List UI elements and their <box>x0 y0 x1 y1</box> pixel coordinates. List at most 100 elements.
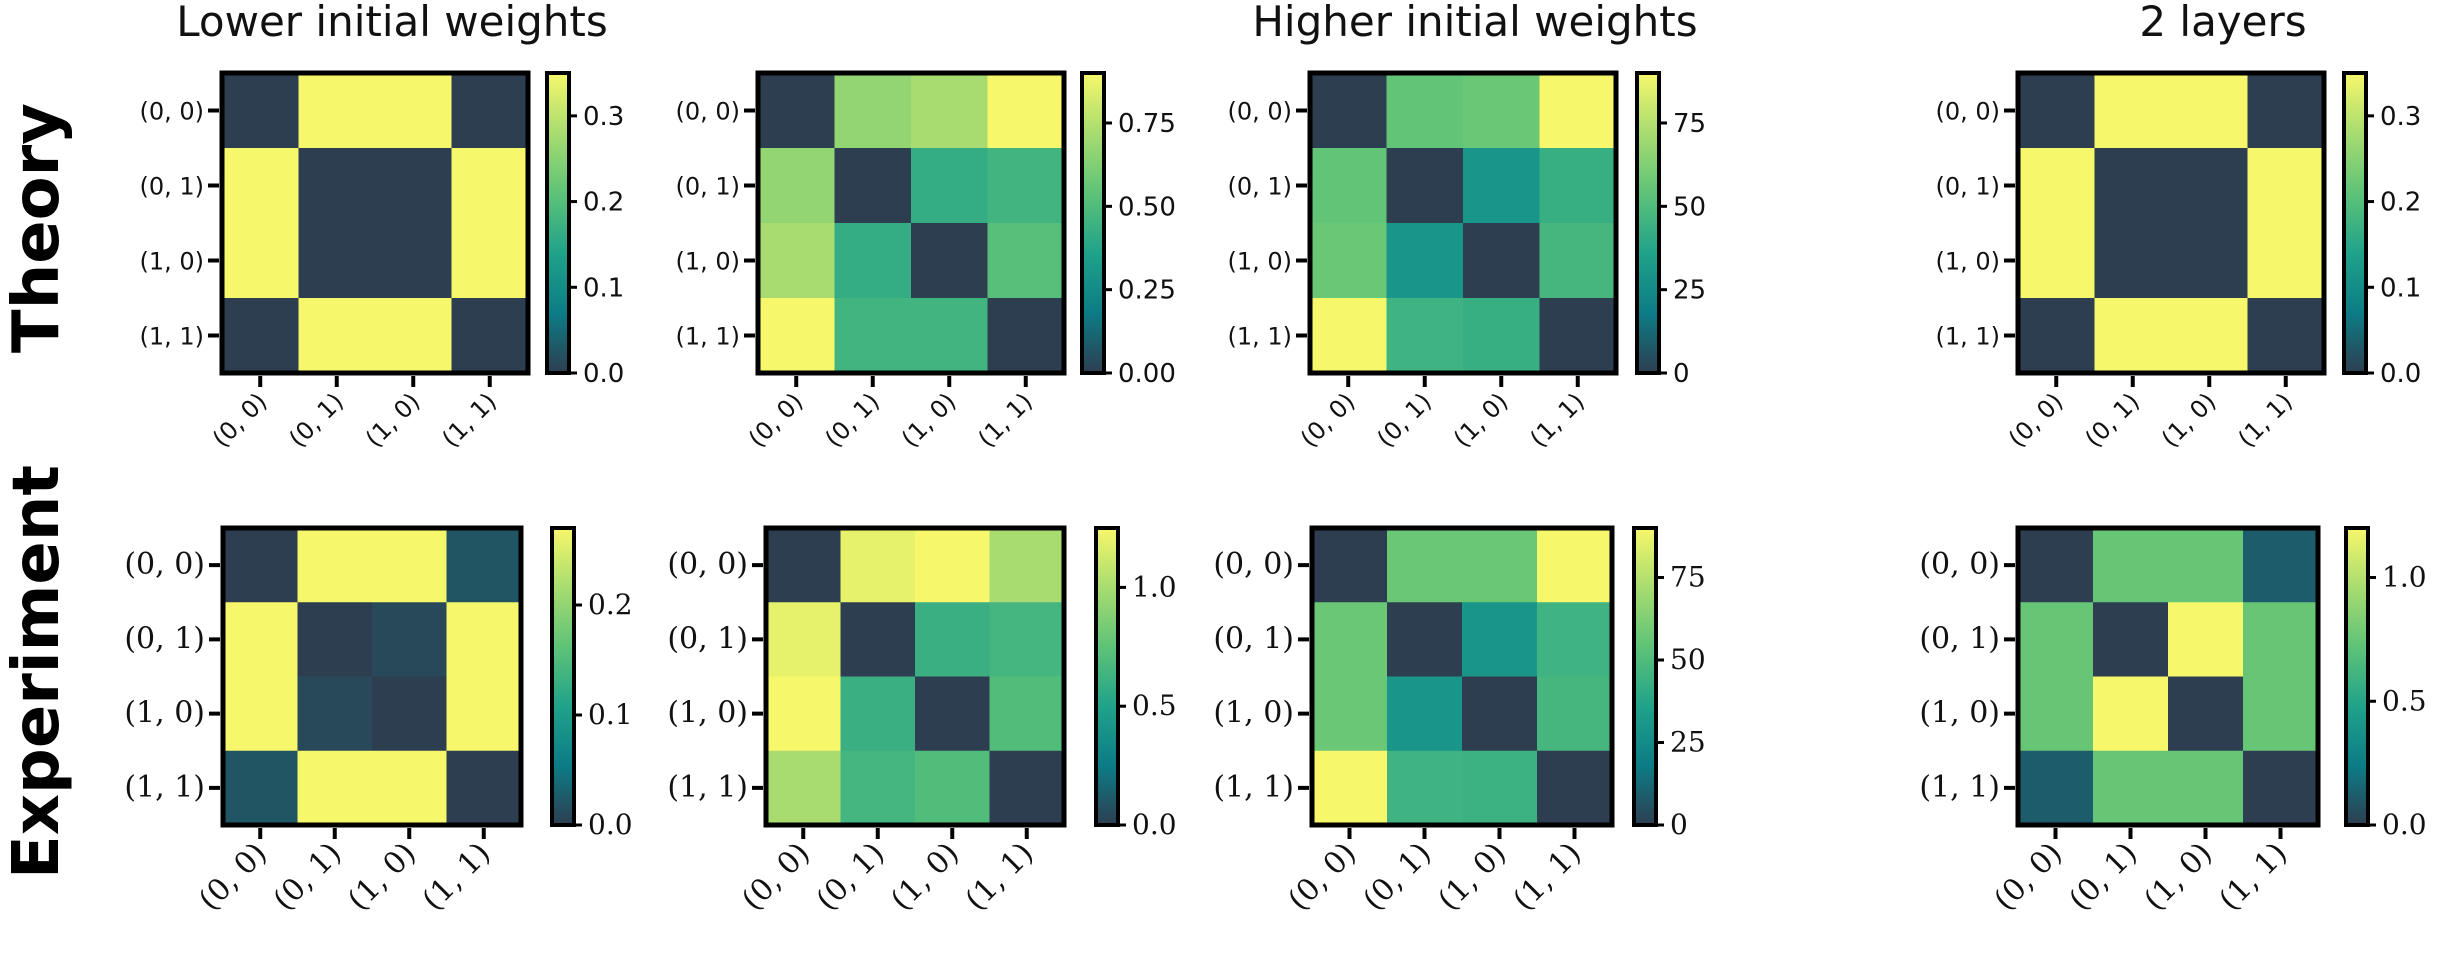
heatmap-cell <box>222 223 299 299</box>
x-tick-label: (0, 1) <box>284 387 349 452</box>
y-tick-label: (0, 1) <box>1919 621 2000 656</box>
y-tick-label: (0, 1) <box>124 621 205 656</box>
x-tick-label: (1, 0) <box>1448 387 1513 452</box>
colorbar-tick-label: 0.3 <box>2380 102 2421 132</box>
x-tick-label: (1, 1) <box>1506 836 1588 918</box>
heatmap-cell <box>446 750 522 826</box>
heatmap-cell <box>2243 676 2319 752</box>
heatmap-cell <box>2243 528 2319 603</box>
colorbar-tick-label: 0 <box>1670 808 1688 841</box>
heatmap-frame <box>1307 70 1619 376</box>
y-tick-label: (1, 1) <box>139 323 204 351</box>
heatmap-cell <box>758 73 835 149</box>
heatmap-cell <box>2247 73 2325 149</box>
x-tick-label: (0, 1) <box>2080 387 2145 452</box>
heatmap-cell <box>1537 676 1613 752</box>
heatmap-cell <box>1386 148 1464 224</box>
heatmap-cell <box>1310 148 1387 224</box>
heatmap-cell <box>297 528 373 603</box>
heatmap-cell <box>766 602 841 677</box>
y-tick-label: (0, 1) <box>1213 621 1294 656</box>
colorbar-tick-label: 0.75 <box>1118 109 1176 139</box>
x-tick-label: (1, 0) <box>2156 387 2221 452</box>
heatmap-cell <box>223 602 298 677</box>
heatmap-cell <box>372 750 447 826</box>
colorbar-tick-label: 0.25 <box>1118 276 1176 306</box>
heatmap-panel-5: (0, 0)(0, 1)(1, 0)(1, 1)(0, 0)(0, 1)(1, … <box>124 525 633 918</box>
colorbar-gradient <box>1082 73 1104 373</box>
heatmap-cell <box>758 223 835 299</box>
colorbar-gradient <box>1634 528 1656 825</box>
heatmap-cell <box>2018 148 2095 224</box>
heatmap-cell <box>2171 298 2248 374</box>
y-tick-label: (1, 0) <box>1919 696 2000 731</box>
heatmap-cell <box>2171 223 2248 299</box>
colorbar-gradient <box>552 528 574 825</box>
heatmap-cell <box>451 298 529 374</box>
heatmap-cell <box>372 528 447 603</box>
colorbar-tick-label: 0.1 <box>588 698 633 731</box>
heatmap-cell <box>1310 223 1387 299</box>
colorbar-tick-label: 1.0 <box>1132 570 1177 603</box>
y-tick-label: (0, 1) <box>139 173 204 201</box>
heatmap-cell <box>446 528 522 603</box>
colorbar-tick-label: 0.1 <box>2380 273 2421 303</box>
heatmap-cell <box>1312 602 1388 677</box>
heatmap-cell <box>2168 602 2244 677</box>
colorbar-frame <box>2342 71 2368 375</box>
heatmap-cell <box>2247 298 2325 374</box>
x-tick-label: (1, 1) <box>1525 387 1590 452</box>
colorbar-frame <box>1094 526 1120 827</box>
colorbar-tick-label: 0.0 <box>2380 359 2421 389</box>
y-tick-label: (0, 0) <box>667 547 748 582</box>
heatmap-cell <box>1386 73 1464 149</box>
heatmap-cell <box>372 676 447 752</box>
colorbar-tick-label: 0.3 <box>583 102 624 132</box>
heatmap-cell <box>2093 750 2169 826</box>
heatmap-frame <box>220 525 524 828</box>
colorbar-frame <box>545 71 571 375</box>
heatmap-cell <box>297 602 373 677</box>
x-tick-label: (0, 1) <box>820 387 885 452</box>
heatmap-cell <box>223 750 298 826</box>
colorbar-gradient <box>2344 73 2366 373</box>
heatmap-cell <box>1463 223 1540 299</box>
x-tick-label: (1, 1) <box>2212 836 2294 918</box>
column-title-3: Higher initial weights <box>1252 0 1697 46</box>
colorbar-tick-label: 0.50 <box>1118 192 1176 222</box>
x-tick-label: (1, 1) <box>416 836 498 918</box>
colorbar-gradient <box>1096 528 1118 825</box>
heatmap-cell <box>1539 148 1617 224</box>
heatmap-cell <box>2247 148 2325 224</box>
heatmap-cell <box>911 223 988 299</box>
x-tick-label: (1, 0) <box>896 387 961 452</box>
heatmap-cell <box>2018 73 2095 149</box>
heatmap-cell <box>2018 528 2094 603</box>
heatmap-cell <box>840 602 916 677</box>
colorbar-tick-label: 0.0 <box>2382 808 2427 841</box>
heatmap-cell <box>1537 528 1613 603</box>
colorbar-gradient <box>1637 73 1659 373</box>
y-tick-label: (0, 0) <box>1935 98 2000 126</box>
y-tick-label: (1, 0) <box>675 248 740 276</box>
y-tick-label: (0, 0) <box>1919 547 2000 582</box>
heatmap-cell <box>372 602 447 677</box>
heatmap-cell <box>1387 750 1463 826</box>
colorbar-tick-label: 0.00 <box>1118 359 1176 389</box>
heatmap-cell <box>375 148 452 224</box>
heatmap-cell <box>2243 750 2319 826</box>
heatmap-cell <box>2094 73 2172 149</box>
heatmap-cell <box>298 73 376 149</box>
colorbar-tick-label: 0.2 <box>588 588 633 621</box>
heatmap-cell <box>2247 223 2325 299</box>
y-tick-label: (1, 0) <box>1213 696 1294 731</box>
colorbar: 0 25 50 75 <box>1632 526 1706 841</box>
heatmap-cell <box>987 148 1065 224</box>
heatmap-cell <box>834 223 912 299</box>
heatmap-frame <box>763 525 1067 828</box>
x-tick-label: (1, 0) <box>884 836 966 918</box>
heatmap-cell <box>2168 528 2244 603</box>
heatmap-cell <box>1539 298 1617 374</box>
heatmap-cell <box>1463 148 1540 224</box>
heatmap-cell <box>840 750 916 826</box>
